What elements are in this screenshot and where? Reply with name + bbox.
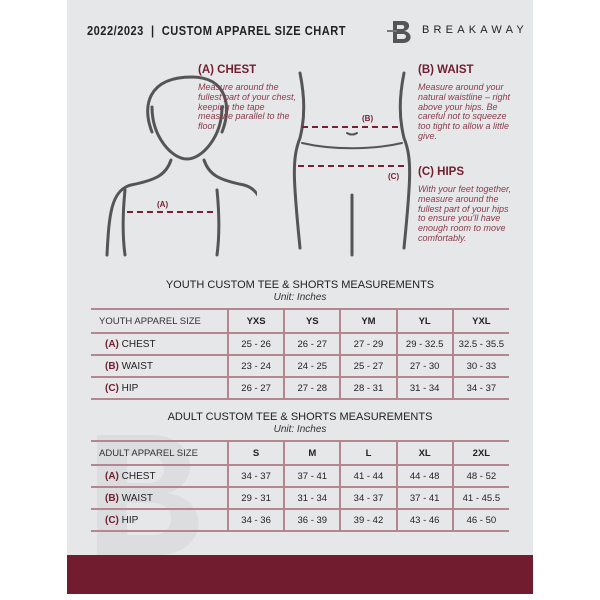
page-title: 2022/2023 | CUSTOM APPAREL SIZE CHART	[87, 23, 346, 38]
size-chart-page: 2022/2023 | CUSTOM APPAREL SIZE CHART BR…	[67, 0, 533, 594]
footer-band	[67, 555, 533, 594]
size-header: 2XL	[451, 440, 509, 466]
table-row: (A) CHEST 25 - 26 26 - 27 27 - 29 29 - 32.5 3…	[91, 333, 509, 356]
brand-name: BREAKAWAY	[422, 24, 528, 36]
table-row: (C) HIP 26 - 27 27 - 28 28 - 31 31 - 34 34 - …	[91, 377, 509, 400]
chest-marker: (A)	[157, 200, 169, 209]
chest-instructions: Measure around the fullest part of your …	[198, 82, 297, 132]
size-header: YM	[339, 308, 397, 334]
waist-heading: (B) WAIST	[418, 64, 474, 76]
table-row: (C) HIP 34 - 36 36 - 39 39 - 42 43 - 46 46 - …	[91, 509, 509, 532]
size-header: YL	[395, 308, 453, 334]
size-header: XL	[395, 440, 453, 466]
waist-marker: (B)	[362, 114, 374, 123]
size-header: L	[339, 440, 397, 466]
size-header: YXS	[226, 308, 285, 334]
size-header: YS	[283, 308, 341, 334]
hips-instructions: With your feet together, measure around …	[418, 184, 511, 243]
youth-size-table: YOUTH APPAREL SIZE YXS YS YM YL YXL (A) CHES…	[91, 308, 509, 400]
waist-instructions: Measure around your natural waistline – …	[418, 82, 511, 141]
lower-body-figure	[292, 71, 412, 257]
size-header: YXL	[451, 308, 509, 334]
youth-unit: Unit: Inches	[273, 292, 327, 303]
adult-size-table: ADULT APPAREL SIZE S M L XL 2XL (A) CHEST 34 …	[91, 440, 509, 532]
size-header: M	[283, 440, 341, 466]
table-row: (A) CHEST 34 - 37 37 - 41 41 - 44 44 - 48 48 …	[91, 465, 509, 488]
adult-table-title: ADULT CUSTOM TEE & SHORTS MEASUREMENTS	[167, 411, 433, 423]
breakaway-logo-icon	[387, 21, 411, 43]
table-row: (B) WAIST 29 - 31 31 - 34 34 - 37 37 - 41 41 …	[91, 487, 509, 510]
table-header: YOUTH APPAREL SIZE	[91, 308, 228, 334]
hips-heading: (C) HIPS	[418, 166, 464, 178]
table-header: ADULT APPAREL SIZE	[91, 440, 228, 466]
hips-marker: (C)	[388, 172, 400, 181]
adult-unit: Unit: Inches	[273, 424, 327, 435]
upper-body-figure	[105, 75, 257, 257]
size-header: S	[226, 440, 285, 466]
table-row: (B) WAIST 23 - 24 24 - 25 25 - 27 27 - 30 30 …	[91, 355, 509, 378]
chest-heading: (A) CHEST	[198, 64, 257, 76]
youth-table-title: YOUTH CUSTOM TEE & SHORTS MEASUREMENTS	[165, 279, 435, 291]
